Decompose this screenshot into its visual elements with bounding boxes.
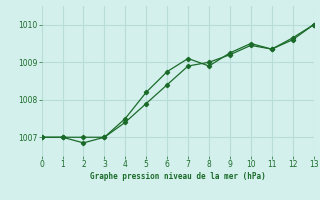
X-axis label: Graphe pression niveau de la mer (hPa): Graphe pression niveau de la mer (hPa) [90, 172, 266, 181]
